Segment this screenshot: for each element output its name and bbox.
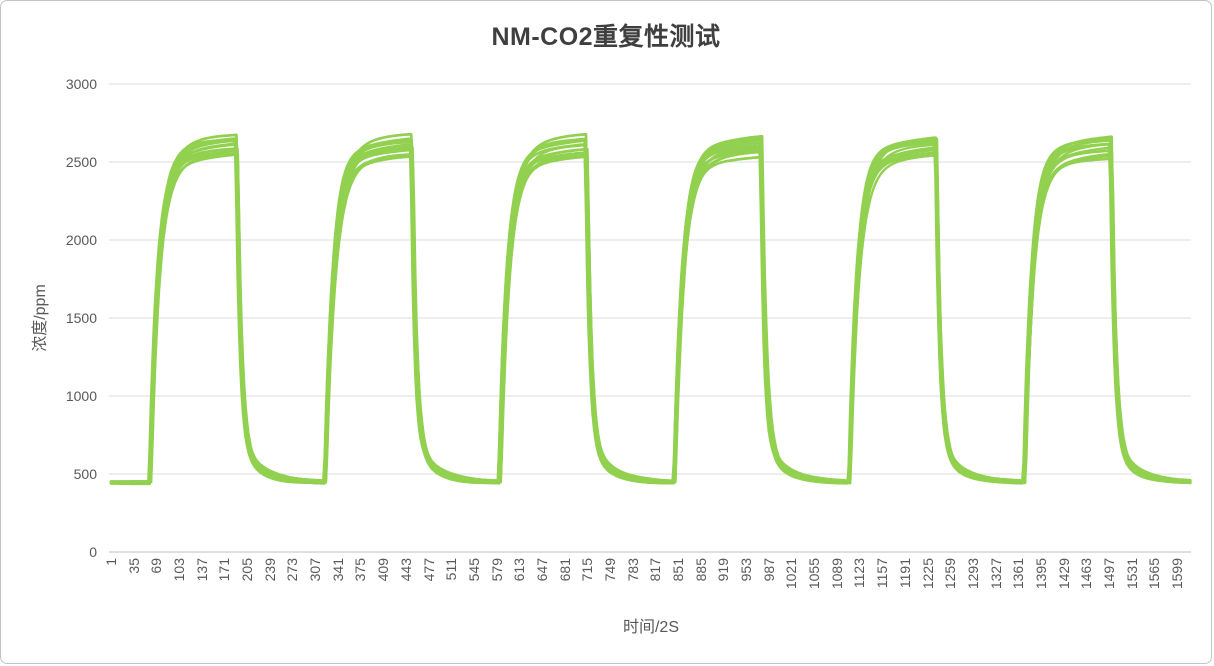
x-tick-label: 35 — [125, 558, 142, 574]
y-tick-label: 500 — [73, 466, 97, 482]
x-tick-label: 851 — [670, 558, 687, 582]
x-tick-label: 1565 — [1146, 558, 1163, 590]
x-tick-label: 953 — [738, 558, 755, 582]
x-tick-label: 1191 — [896, 558, 913, 589]
x-tick-label: 103 — [171, 558, 188, 582]
x-tick-label: 1463 — [1078, 558, 1095, 590]
x-tick-label: 1055 — [806, 558, 823, 590]
x-tick-label: 885 — [692, 558, 709, 582]
x-tick-label: 341 — [329, 558, 346, 582]
x-tick-label: 205 — [239, 558, 256, 582]
x-tick-label: 443 — [397, 558, 414, 582]
y-tick-label: 2000 — [65, 232, 97, 248]
x-tick-label: 1123 — [851, 558, 868, 589]
x-tick-label: 749 — [601, 558, 618, 582]
x-axis-title: 时间/2S — [622, 619, 680, 636]
x-tick-label: 239 — [261, 558, 278, 582]
x-tick-label: 1021 — [783, 558, 800, 590]
x-tick-label: 987 — [760, 558, 777, 582]
x-tick-label: 1599 — [1168, 558, 1185, 590]
x-tick-label: 69 — [148, 558, 165, 574]
y-tick-label: 0 — [89, 544, 97, 560]
x-tick-label: 1395 — [1032, 558, 1049, 590]
x-tick-label: 511 — [443, 558, 460, 581]
x-tick-label: 817 — [647, 558, 664, 582]
x-tick-label: 647 — [533, 558, 550, 582]
x-tick-label: 1225 — [919, 558, 936, 590]
x-tick-label: 1259 — [942, 558, 959, 590]
x-tick-label: 1497 — [1100, 558, 1117, 590]
x-tick-label: 1157 — [874, 558, 891, 589]
x-tick-label: 1327 — [987, 558, 1004, 590]
x-tick-label: 1361 — [1010, 558, 1027, 590]
x-tick-label: 579 — [488, 558, 505, 582]
y-tick-label: 3000 — [65, 76, 97, 92]
y-tick-label: 1500 — [65, 310, 97, 326]
chart-title: NM-CO2重复性测试 — [491, 23, 721, 51]
x-tick-label: 545 — [465, 558, 482, 582]
x-tick-label: 137 — [193, 558, 210, 582]
x-tick-label: 409 — [375, 558, 392, 582]
x-tick-label: 273 — [284, 558, 301, 582]
x-tick-label: 681 — [556, 558, 573, 582]
x-tick-label: 375 — [352, 558, 369, 582]
y-tick-label: 1000 — [65, 388, 97, 404]
x-tick-label: 783 — [624, 558, 641, 582]
series-line — [109, 137, 1192, 484]
x-tick-label: 919 — [715, 558, 732, 582]
x-tick-label: 1531 — [1123, 558, 1140, 590]
x-tick-label: 477 — [420, 558, 437, 582]
series-line — [109, 132, 1192, 485]
x-tick-label: 1429 — [1055, 558, 1072, 590]
y-tick-label: 2500 — [65, 154, 97, 170]
x-tick-label: 1293 — [964, 558, 981, 590]
x-tick-label: 1 — [103, 558, 119, 566]
x-tick-label: 307 — [307, 558, 324, 582]
x-tick-label: 715 — [579, 558, 596, 582]
x-tick-label: 1089 — [828, 558, 845, 590]
x-tick-label: 171 — [216, 558, 233, 582]
x-tick-label: 613 — [511, 558, 528, 582]
